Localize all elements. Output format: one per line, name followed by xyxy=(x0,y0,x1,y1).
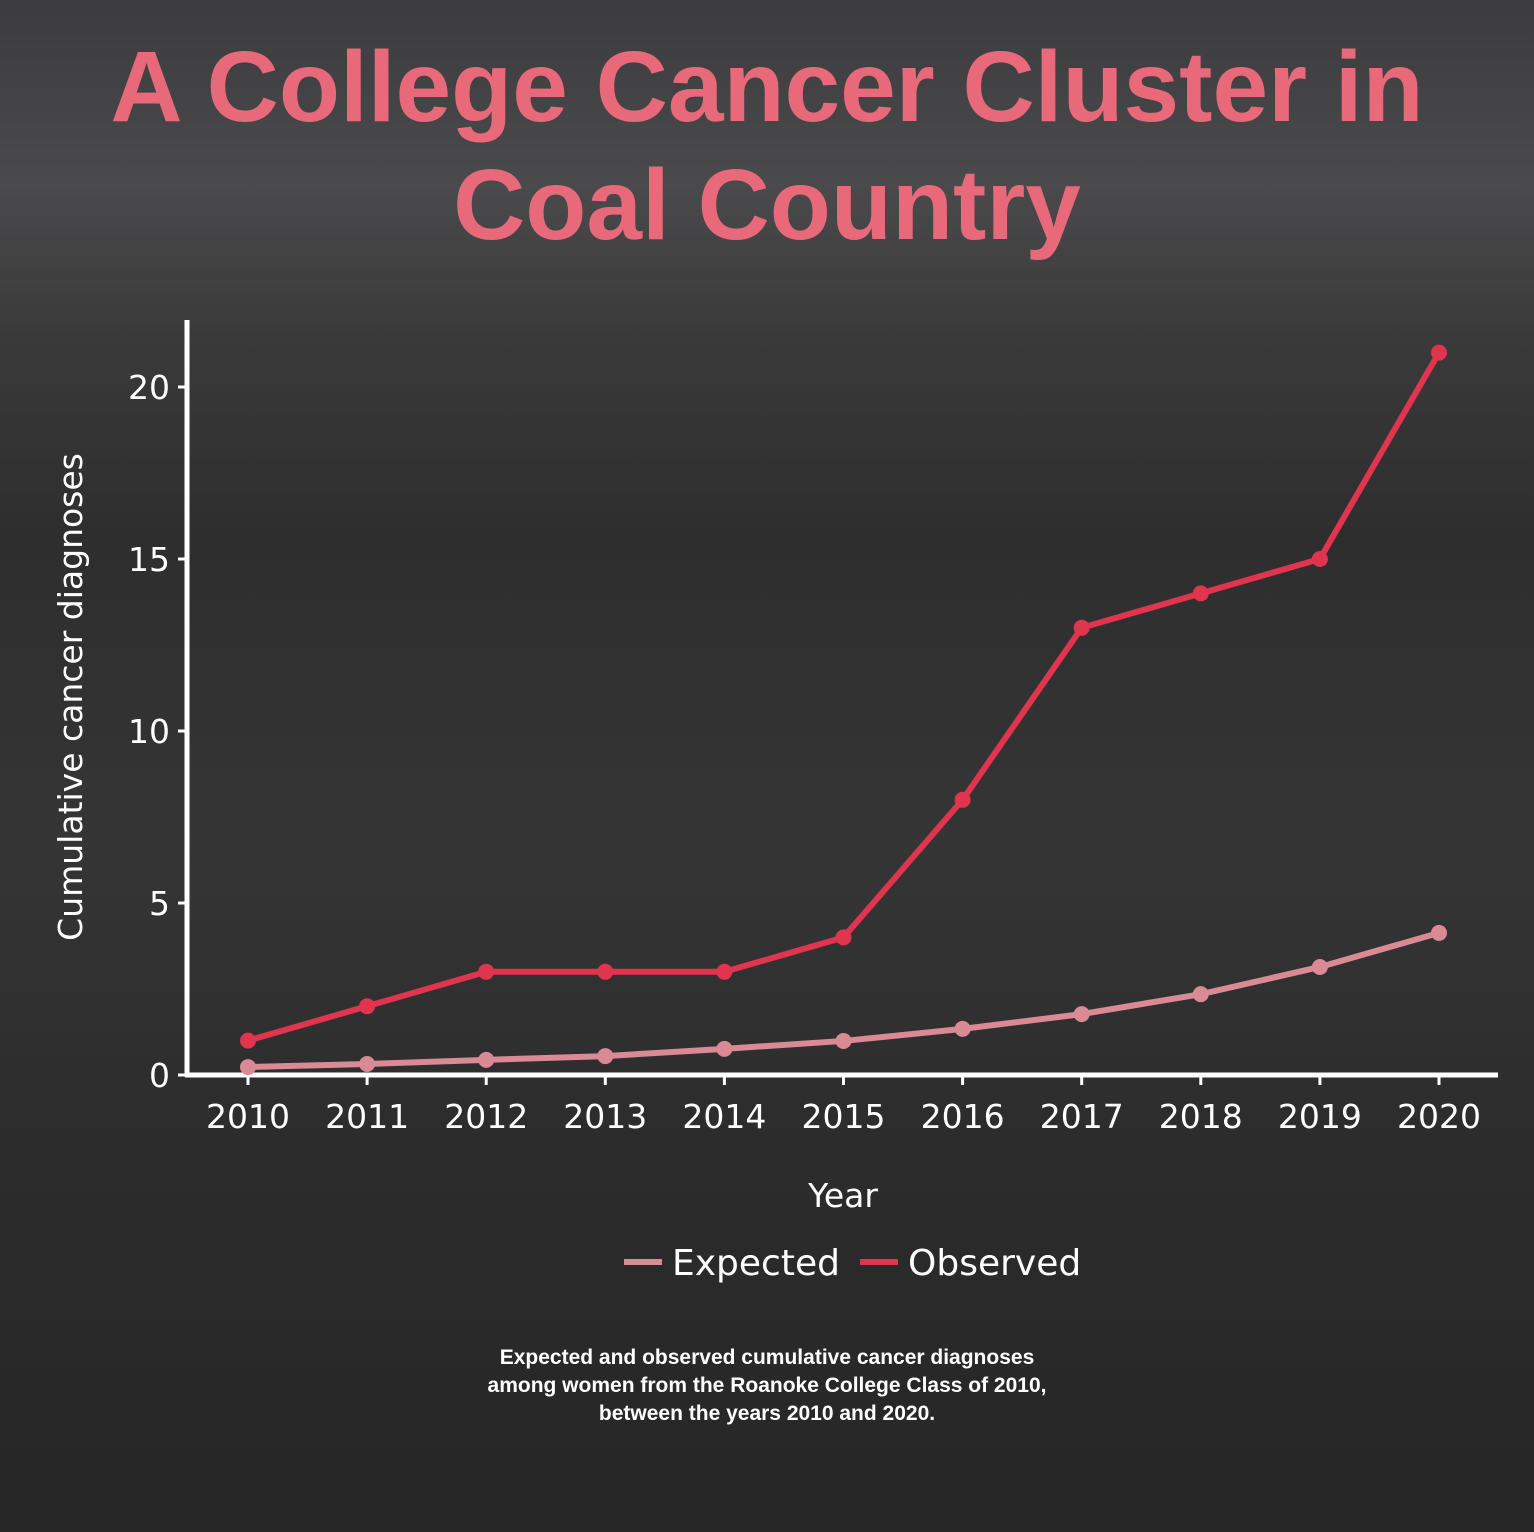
y-tick-label: 0 xyxy=(149,1056,170,1095)
data-point-observed xyxy=(597,963,614,980)
data-point-expected xyxy=(597,1048,614,1065)
data-point-expected xyxy=(240,1059,256,1076)
x-tick-label: 2020 xyxy=(1397,1097,1481,1136)
data-point-expected xyxy=(1311,958,1328,975)
chart-caption: Expected and observed cumulative cancer … xyxy=(0,1344,1534,1428)
y-tick-label: 10 xyxy=(128,712,170,751)
x-tick-label: 2017 xyxy=(1040,1097,1124,1136)
data-point-observed xyxy=(1073,619,1090,636)
legend-label-expected: Expected xyxy=(672,1243,840,1284)
data-point-observed xyxy=(716,963,733,980)
legend-label-observed: Observed xyxy=(908,1243,1081,1284)
data-point-observed xyxy=(1431,344,1447,361)
x-tick-label: 2010 xyxy=(206,1097,290,1136)
x-tick-label: 2018 xyxy=(1159,1097,1243,1136)
data-point-observed xyxy=(1192,585,1209,602)
data-point-expected xyxy=(716,1040,733,1057)
x-tick-label: 2016 xyxy=(921,1097,1005,1136)
data-point-observed xyxy=(478,963,495,980)
data-point-expected xyxy=(1073,1006,1090,1023)
x-tick-label: 2019 xyxy=(1278,1097,1362,1136)
x-tick-label: 2012 xyxy=(444,1097,528,1136)
y-axis-label: Cumulative cancer diagnoses xyxy=(51,453,90,941)
data-point-observed xyxy=(359,998,376,1015)
data-point-observed xyxy=(954,791,971,808)
caption-line: among women from the Roanoke College Cla… xyxy=(487,1374,1047,1397)
x-axis-label: Year xyxy=(807,1176,878,1215)
x-tick-label: 2013 xyxy=(563,1097,647,1136)
x-tick-label: 2011 xyxy=(325,1097,409,1136)
data-point-observed xyxy=(835,929,852,946)
data-point-expected xyxy=(835,1032,852,1049)
data-point-expected xyxy=(359,1055,376,1072)
chart-title: A College Cancer Cluster in Coal Country xyxy=(110,31,1424,261)
data-point-observed xyxy=(240,1032,256,1049)
x-tick-label: 2015 xyxy=(802,1097,886,1136)
y-tick-label: 20 xyxy=(128,368,170,407)
data-point-observed xyxy=(1311,551,1328,567)
x-tick-label: 2014 xyxy=(682,1097,766,1136)
data-point-expected xyxy=(1431,924,1447,941)
y-tick-label: 5 xyxy=(149,884,170,923)
caption-line: between the years 2010 and 2020. xyxy=(598,1402,936,1425)
caption-line: Expected and observed cumulative cancer … xyxy=(499,1346,1035,1369)
data-point-expected xyxy=(1192,986,1209,1003)
y-tick-label: 15 xyxy=(128,540,170,579)
data-point-expected xyxy=(478,1051,495,1068)
data-point-expected xyxy=(954,1020,971,1037)
